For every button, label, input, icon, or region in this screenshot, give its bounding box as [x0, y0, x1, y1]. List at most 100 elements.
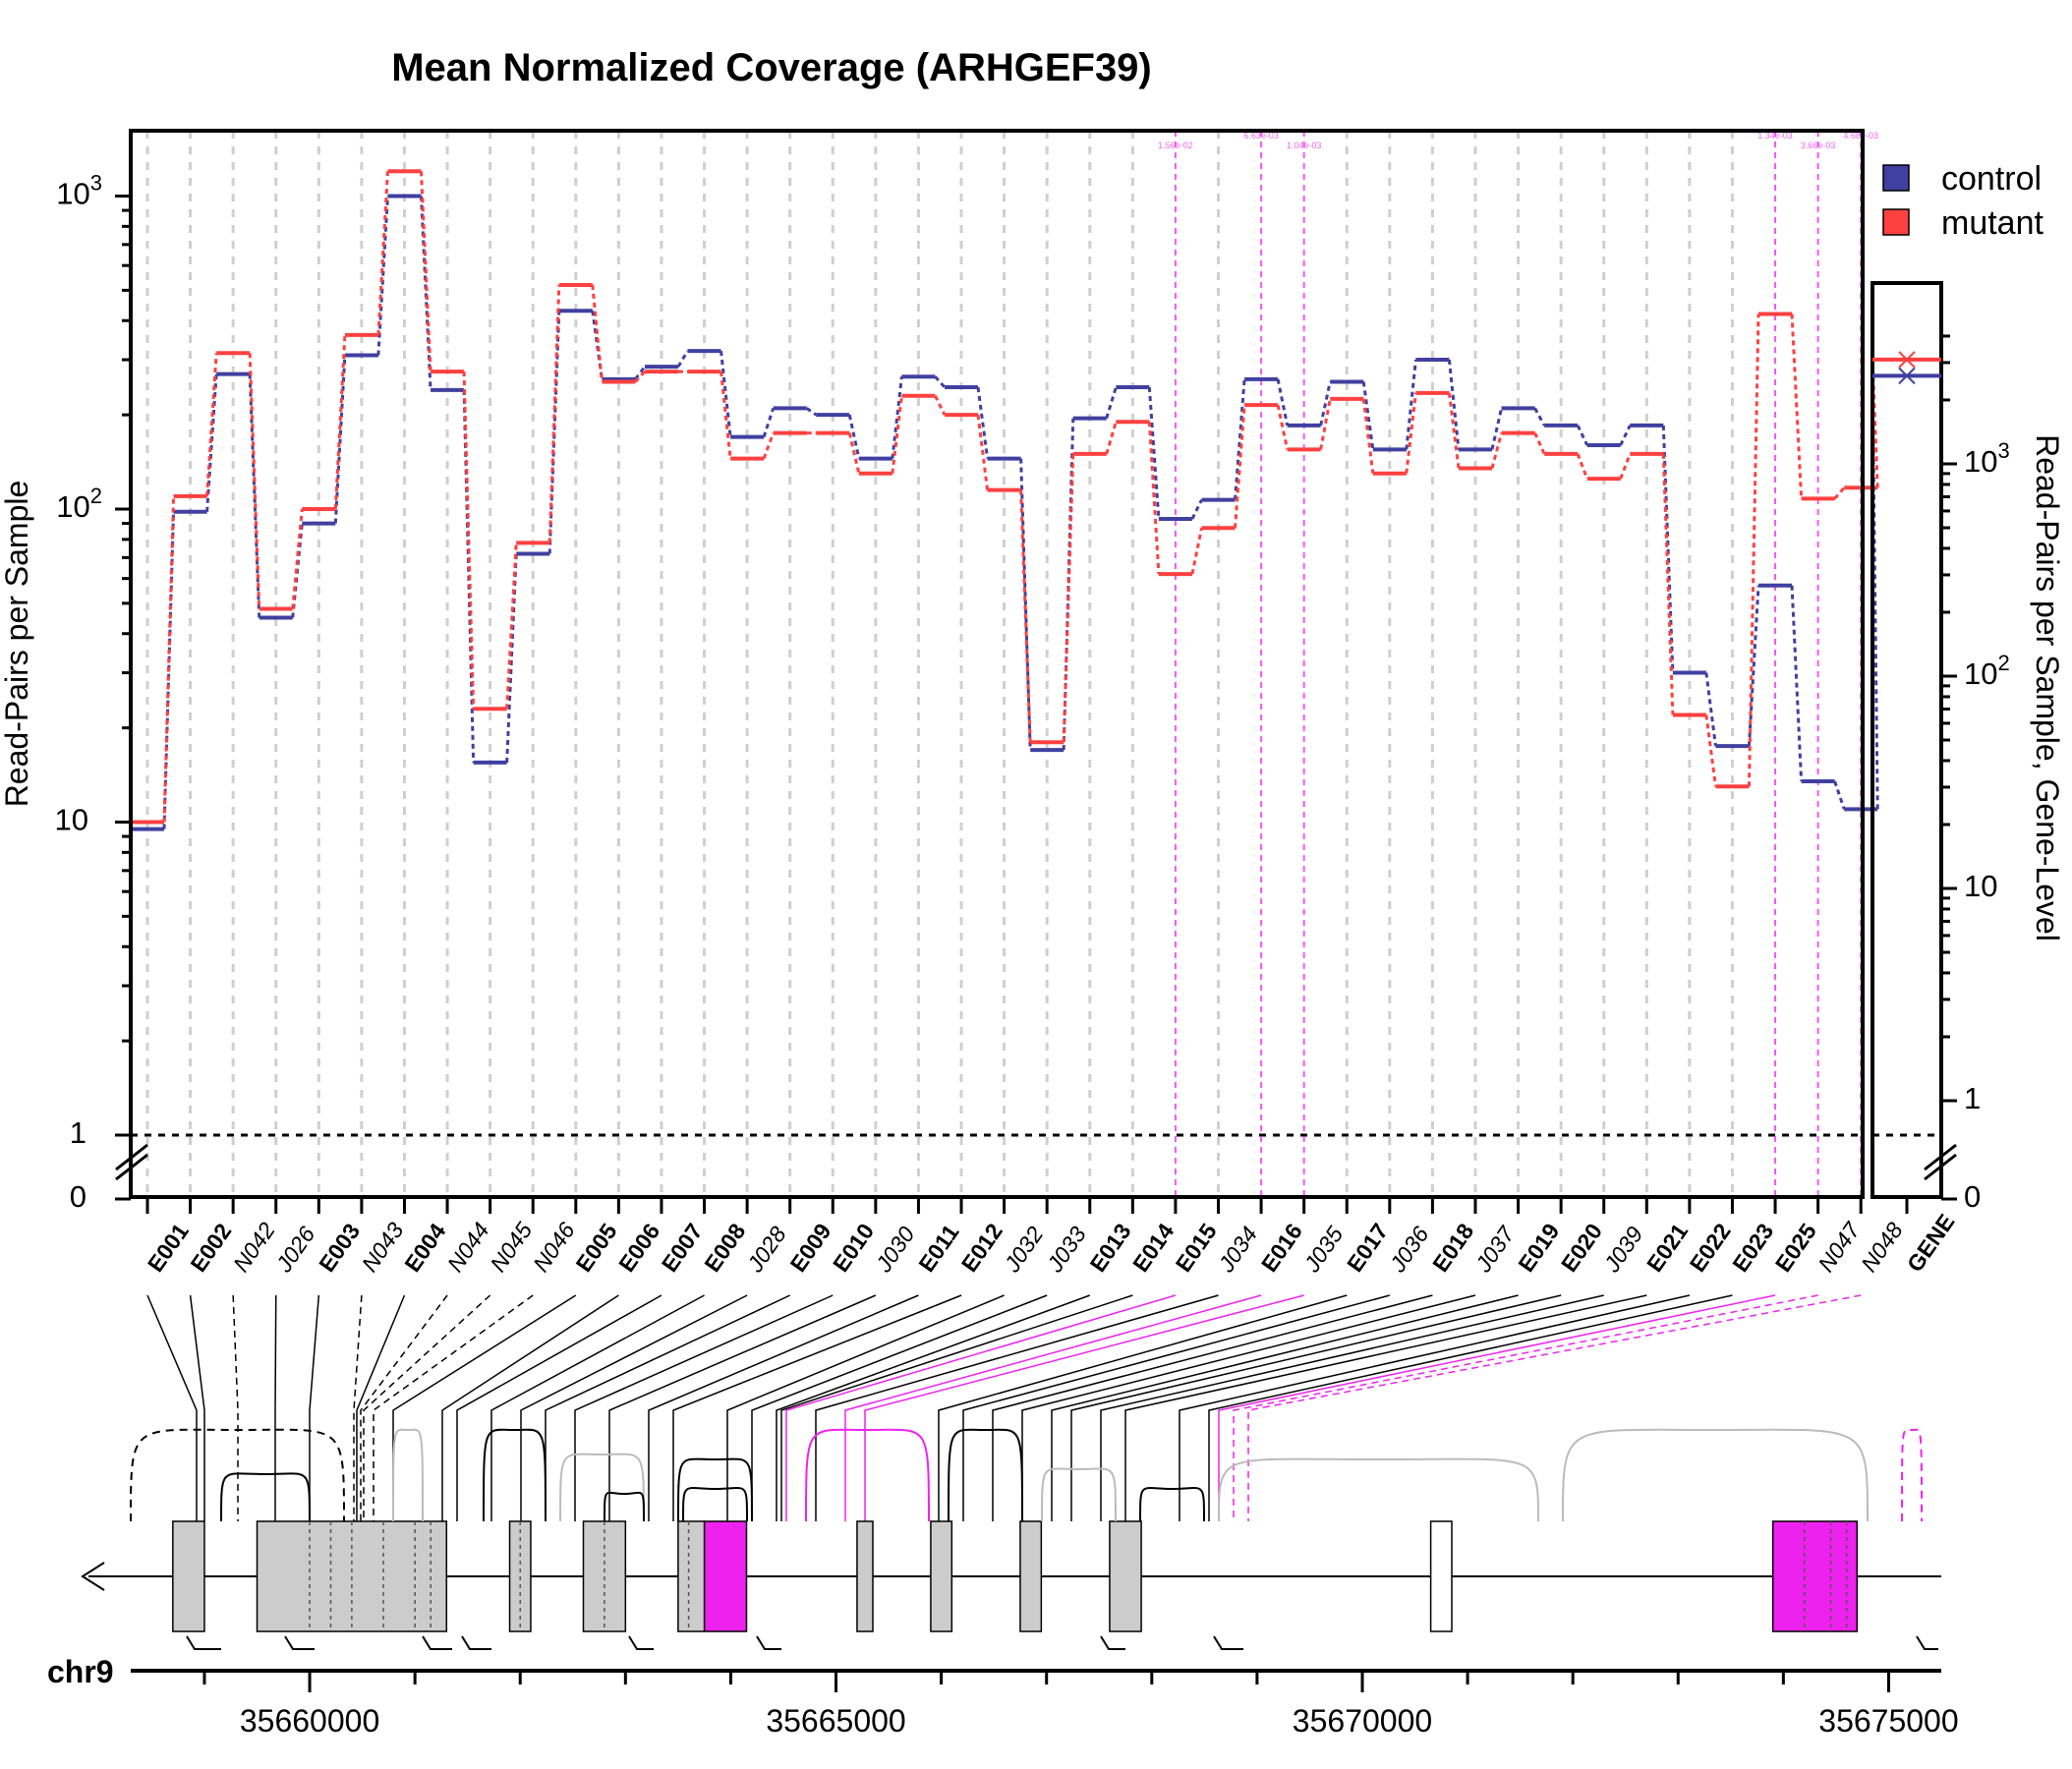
strand-arrow — [81, 1562, 105, 1591]
connector-J034 — [815, 1294, 1219, 1521]
feature-label-N045: N045 — [485, 1218, 537, 1277]
link-mutant-J037 — [1490, 432, 1504, 469]
connector-E014 — [780, 1294, 1133, 1521]
link-mutant-N043 — [376, 171, 389, 335]
link-mutant-E022 — [1704, 714, 1717, 787]
link-control-E012 — [976, 386, 990, 459]
link-mutant-E002 — [205, 353, 218, 496]
y-tick-label-10: 10 — [55, 803, 88, 837]
feature-label-E025: E025 — [1770, 1219, 1821, 1277]
y-axis-right: 0 1 10 102 103 — [1924, 334, 2010, 1214]
exon-block — [930, 1520, 953, 1632]
exon-block — [703, 1520, 748, 1632]
link-mutant-E003 — [333, 334, 347, 510]
exon-block — [1771, 1520, 1859, 1632]
block-hook — [461, 1635, 491, 1650]
link-mutant-E020 — [1576, 453, 1589, 480]
feature-label-N043: N043 — [357, 1218, 409, 1277]
link-mutant-E005 — [591, 284, 604, 382]
axis-break-mark-right — [1924, 1143, 1957, 1171]
link-control-E007 — [676, 350, 689, 368]
y-right-tick-label-0: 0 — [1964, 1179, 1981, 1214]
genomic-tick-label-35660000: 35660000 — [240, 1703, 379, 1739]
connector-N043 — [353, 1294, 363, 1521]
connector-J026 — [274, 1294, 277, 1521]
genomic-tick-label-35665000: 35665000 — [766, 1703, 905, 1739]
link-mutant-J039 — [1619, 453, 1632, 480]
chromosome-label: chr9 — [47, 1654, 114, 1689]
link-mutant-J028 — [762, 432, 776, 460]
link-mutant-J030 — [891, 395, 903, 474]
axis-break-mark-right — [1924, 1153, 1957, 1181]
junction-arc — [677, 1457, 753, 1522]
feature-label-E001: E001 — [143, 1219, 194, 1277]
y-tick-label-100: 102 — [56, 484, 102, 524]
feature-label-E012: E012 — [956, 1219, 1007, 1277]
feature-label-J028: J028 — [741, 1222, 791, 1278]
y-tick-label-1: 1 — [70, 1115, 86, 1150]
y-right-tick-label-10: 10 — [1964, 869, 1997, 903]
link-control-N047 — [1833, 780, 1846, 810]
leadout-control — [1871, 375, 1879, 810]
link-control-E014 — [1147, 386, 1161, 520]
connector-E013 — [776, 1294, 1091, 1521]
y-axis-left: 0 1 10 102 103 — [55, 170, 148, 1214]
link-mutant-E025 — [1790, 314, 1804, 499]
y-tick-label-0: 0 — [70, 1179, 86, 1214]
plot-frame — [129, 129, 1865, 1199]
legend-label-control: control — [1941, 160, 2042, 198]
junction-arc — [392, 1428, 424, 1522]
axis-break-mark — [115, 1153, 148, 1181]
link-control-J032 — [1019, 458, 1032, 751]
block-hook — [1100, 1635, 1125, 1650]
feature-label-E016: E016 — [1256, 1219, 1307, 1277]
link-mutant-N047 — [1833, 486, 1846, 500]
junction-arc — [604, 1491, 645, 1522]
junction-arc — [682, 1487, 748, 1522]
feature-labels: E001E002N042J026E003N043E004N044N045N046… — [143, 1197, 1908, 1278]
junction-arc-significant — [805, 1428, 930, 1522]
link-control-E006 — [634, 366, 647, 380]
link-control-E022 — [1704, 672, 1717, 747]
link-control-J036 — [1405, 359, 1417, 450]
link-control-E015 — [1190, 498, 1203, 520]
exon-block — [1019, 1520, 1043, 1632]
connector-E009 — [545, 1294, 791, 1521]
feature-label-E009: E009 — [784, 1219, 835, 1277]
link-control-E023 — [1747, 585, 1760, 747]
y-axis-label-right: Read-Pairs per Sample, Gene-Level — [2030, 434, 2065, 942]
connector-J028 — [520, 1294, 748, 1521]
connector-E008 — [490, 1294, 705, 1521]
feature-label-E013: E013 — [1085, 1219, 1136, 1277]
feature-label-E002: E002 — [185, 1219, 236, 1277]
connector-E003 — [309, 1294, 320, 1521]
gene-level-frame — [1871, 281, 1943, 1199]
connector-J035 — [864, 1294, 1304, 1521]
link-mutant-J036 — [1405, 392, 1417, 474]
link-control-E003 — [333, 355, 347, 524]
feature-label-E007: E007 — [657, 1219, 708, 1277]
feature-label-J026: J026 — [270, 1222, 320, 1278]
block-hook — [422, 1635, 452, 1650]
link-control-E010 — [847, 414, 861, 459]
link-mutant-E016 — [1276, 404, 1290, 450]
feature-label-J037: J037 — [1469, 1221, 1520, 1278]
pvalue-label-E016: 6.63e-03 — [1243, 131, 1279, 141]
block-hook — [186, 1635, 221, 1650]
link-mutant-E015 — [1190, 527, 1203, 575]
feature-label-J032: J032 — [999, 1222, 1049, 1278]
connector-E017 — [938, 1294, 1348, 1521]
connector-E019 — [1051, 1294, 1519, 1521]
connector-N042 — [232, 1294, 239, 1521]
block-hook — [284, 1635, 315, 1650]
connector-N045 — [363, 1294, 491, 1521]
link-control-E020 — [1576, 425, 1589, 446]
link-mutant-E001 — [162, 495, 176, 823]
link-control-E017 — [1361, 381, 1375, 450]
feature-label-E008: E008 — [699, 1219, 750, 1277]
genomic-axis: chr9 35660000 35665000 35670000 35675000 — [47, 1654, 1959, 1739]
link-control-J030 — [891, 376, 903, 459]
y-tick-label-1000: 103 — [56, 170, 102, 210]
feature-label-E011: E011 — [913, 1220, 963, 1277]
